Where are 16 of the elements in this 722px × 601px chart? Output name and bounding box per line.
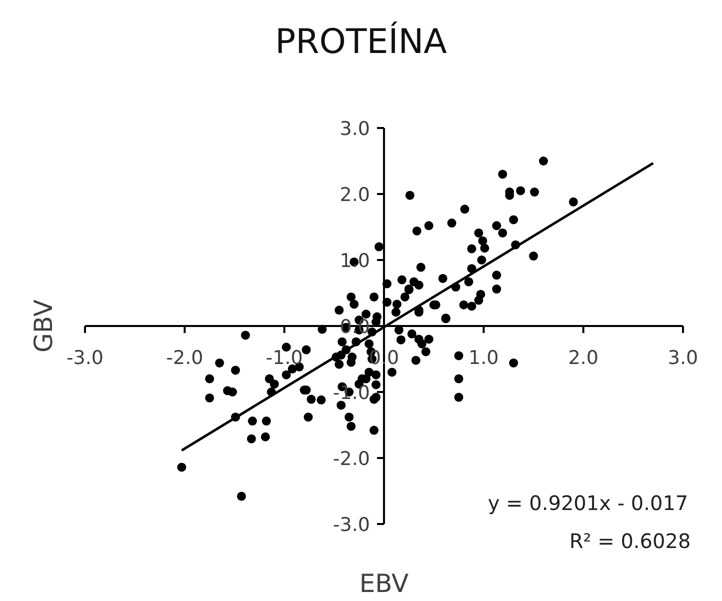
y-tick-label: -2.0 bbox=[332, 448, 370, 470]
annotation: y = 0.9201x - 0.017 bbox=[488, 491, 688, 515]
x-axis-title: EBV bbox=[359, 569, 409, 598]
text: R² = 0.6028 bbox=[569, 529, 691, 553]
y-tick-label: 3.0 bbox=[340, 118, 370, 140]
x-tick-label: 1.0 bbox=[468, 347, 499, 369]
x-tick-label: 2.0 bbox=[568, 347, 598, 369]
y-tick-label: -1.0 bbox=[332, 382, 370, 404]
x-tick-label: 3.0 bbox=[668, 347, 698, 369]
chart-title: PROTEÍNA bbox=[274, 22, 448, 62]
x-tick-label: -2.0 bbox=[166, 347, 204, 369]
y-tick-label: -3.0 bbox=[332, 514, 370, 536]
y-axis-title: GBV bbox=[29, 300, 58, 352]
x-tick-label: -1.0 bbox=[266, 347, 303, 369]
x-tick-label: -3.0 bbox=[66, 347, 104, 369]
y-tick-label: 2.0 bbox=[340, 184, 370, 206]
